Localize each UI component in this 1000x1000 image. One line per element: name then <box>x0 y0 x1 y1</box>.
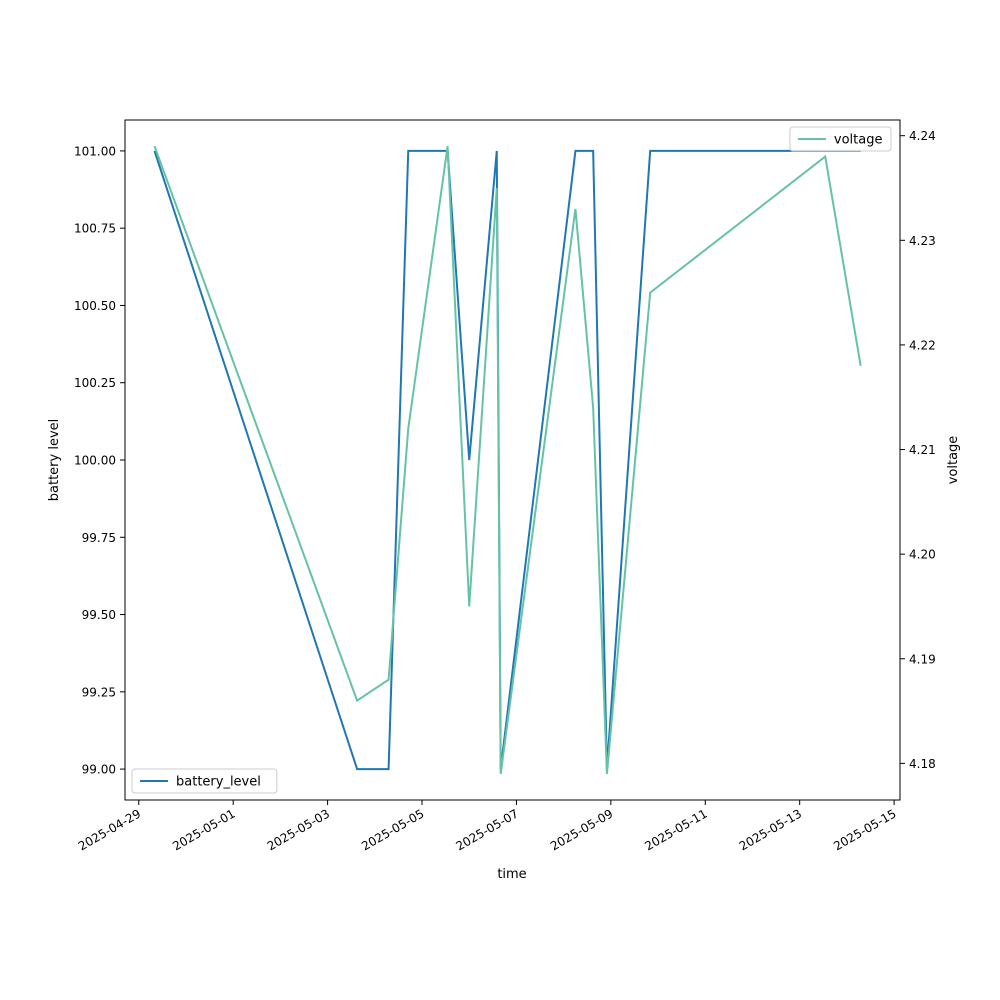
y-tick-label-2: 99.50 <box>82 608 116 622</box>
y-axis-left: 99.00 99.25 99.50 99.75 100.00 100.25 100.50 10… <box>74 144 125 777</box>
y-axis-right: 4.18 4.19 4.20 4.21 4.22 4.23 4.24 <box>900 129 936 771</box>
y-axis-left-label: battery level <box>47 419 62 502</box>
y2-tick-label-2: 4.20 <box>909 548 936 562</box>
legend-layer: battery_level voltage <box>131 126 892 794</box>
x-axis-label: time <box>497 867 526 882</box>
y2-tick-label-4: 4.22 <box>909 338 936 352</box>
y-tick-label-1: 99.25 <box>82 685 116 699</box>
series-layer <box>153 145 862 774</box>
legend-label: voltage <box>834 133 883 148</box>
legend-label: battery_level <box>176 775 261 790</box>
y-tick-label-5: 100.25 <box>74 376 116 390</box>
y-tick-label-3: 99.75 <box>82 531 116 545</box>
y-tick-label-0: 99.00 <box>82 763 116 777</box>
y2-tick-label-5: 4.23 <box>909 234 936 248</box>
legend-box <box>131 768 278 794</box>
y2-tick-label-1: 4.19 <box>909 652 936 666</box>
y-axis-right-label: voltage <box>946 436 961 485</box>
y2-tick-label-6: 4.24 <box>909 129 936 143</box>
series-line-voltage <box>153 145 862 774</box>
legend-box <box>789 126 892 152</box>
y2-tick-label-3: 4.21 <box>909 443 936 457</box>
legend-voltage: voltage <box>789 126 892 152</box>
y2-tick-label-0: 4.18 <box>909 757 936 771</box>
y-tick-label-4: 100.00 <box>74 454 116 468</box>
y-tick-label-6: 100.50 <box>74 299 116 313</box>
y-tick-label-8: 101.00 <box>74 144 116 158</box>
y-tick-label-7: 100.75 <box>74 222 116 236</box>
legend-battery-level: battery_level <box>131 768 278 794</box>
